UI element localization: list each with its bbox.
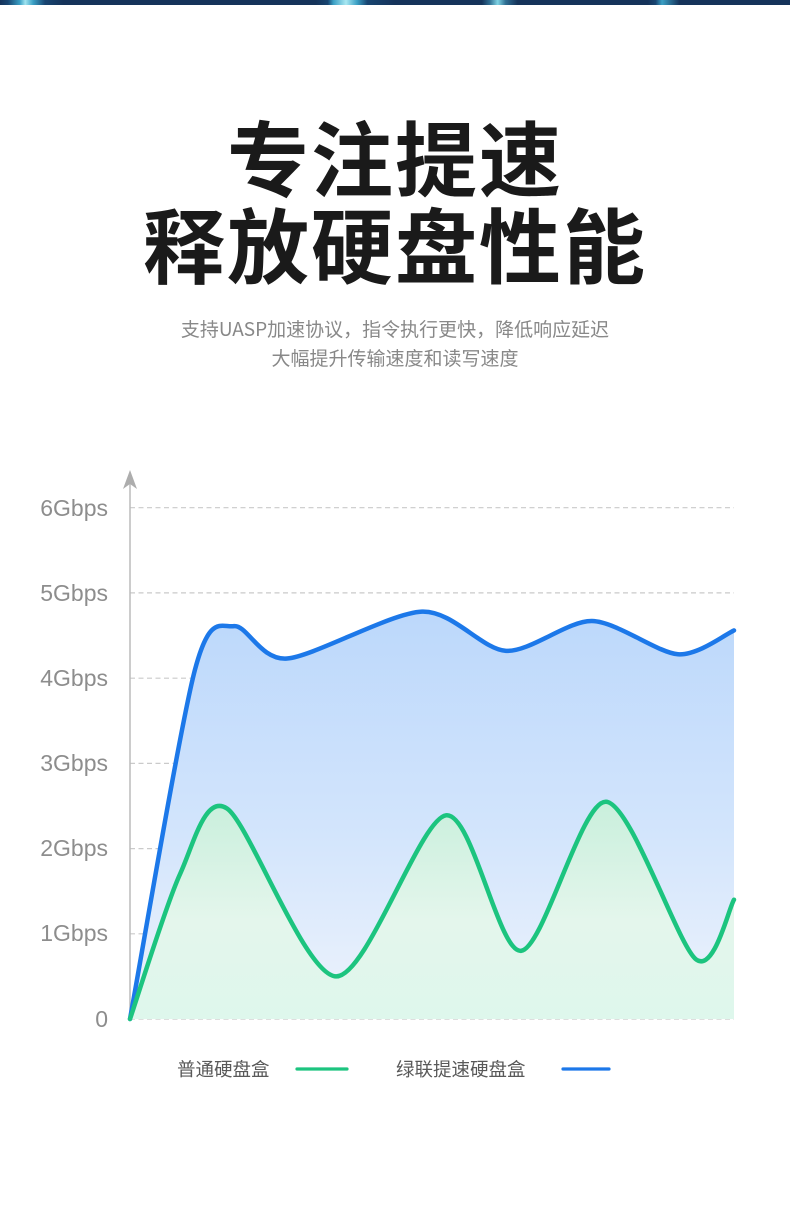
- svg-text:2Gbps: 2Gbps: [40, 835, 108, 861]
- svg-text:4Gbps: 4Gbps: [40, 665, 108, 691]
- svg-text:绿联提速硬盘盒: 绿联提速硬盘盒: [396, 1056, 526, 1082]
- svg-text:1Gbps: 1Gbps: [40, 920, 108, 946]
- svg-text:普通硬盘盒: 普通硬盘盒: [177, 1056, 270, 1082]
- svg-text:5Gbps: 5Gbps: [40, 580, 108, 606]
- svg-text:3Gbps: 3Gbps: [40, 750, 108, 776]
- svg-text:6Gbps: 6Gbps: [40, 495, 108, 521]
- svg-text:0: 0: [95, 1006, 108, 1032]
